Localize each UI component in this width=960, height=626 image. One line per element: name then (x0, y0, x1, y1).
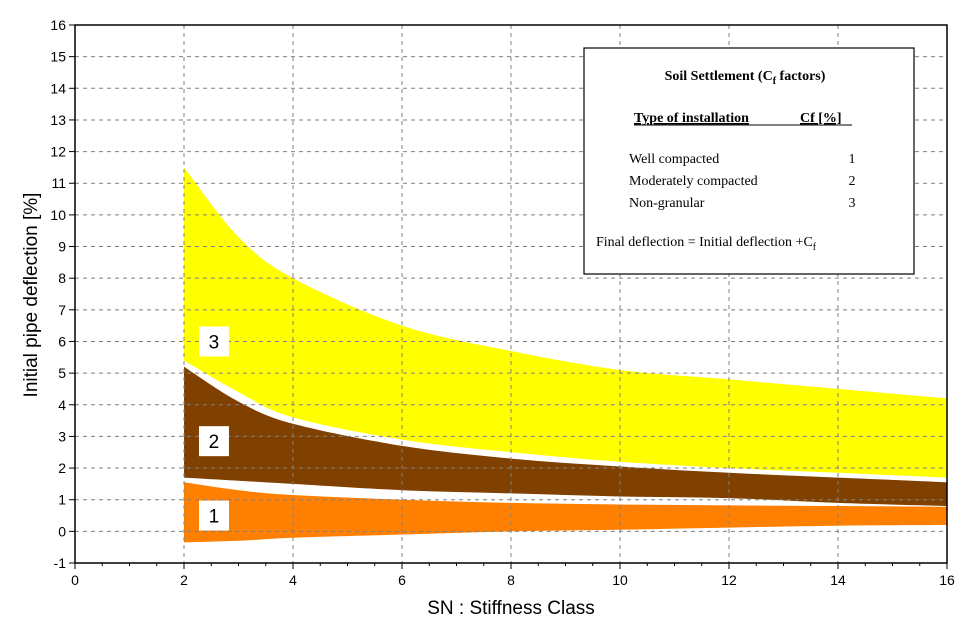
band-label-1: 1 (209, 507, 220, 528)
x-tick-label: 4 (289, 572, 297, 588)
y-tick-label: 16 (50, 17, 66, 33)
band-3 (184, 167, 947, 478)
legend-row-name: Moderately compacted (629, 174, 758, 189)
y-tick-label: 7 (58, 302, 66, 318)
y-axis-title: Initial pipe deflection [%] (21, 193, 42, 398)
y-tick-label: 13 (50, 112, 66, 128)
legend-row-name: Well compacted (629, 152, 719, 167)
y-tick-label: 10 (50, 207, 66, 223)
band-1 (184, 482, 947, 543)
legend-frame (583, 47, 915, 275)
band-labels-layer: 1 2 3 (198, 326, 229, 531)
y-tick-label: 6 (58, 333, 66, 349)
band-label-box-1 (198, 500, 229, 531)
legend-formula: Final deflection = Initial deflection +C… (596, 235, 817, 253)
legend-row-value: 3 (849, 196, 856, 211)
y-tick-label: 9 (58, 239, 66, 255)
y-tick-label: 5 (58, 365, 66, 381)
x-tick-label: 10 (612, 572, 628, 588)
band-label-2: 2 (209, 432, 220, 453)
band-label-box-3 (198, 326, 229, 357)
x-tick-label: 2 (180, 572, 188, 588)
y-tick-label: 3 (58, 428, 66, 444)
y-tick-label: 0 (58, 523, 66, 539)
legend-rows: Well compacted 1 Moderately compacted 2 Non-… (629, 152, 856, 211)
legend-row-value: 2 (849, 174, 856, 189)
y-tick-label: 2 (58, 460, 66, 476)
x-tick-label: 12 (721, 572, 737, 588)
y-tick-label: 12 (50, 144, 66, 160)
band-label-3: 3 (209, 332, 220, 353)
legend-title: Soil Settlement (Cf factors) (665, 69, 826, 87)
y-tick-label: 11 (51, 175, 66, 191)
y-tick-label: 15 (50, 49, 66, 65)
y-tick-label: 1 (58, 492, 66, 508)
legend-header-type: Type of installation (634, 111, 749, 126)
band-2 (184, 366, 947, 506)
legend-box: Soil Settlement (Cf factors) Type of ins… (583, 47, 915, 275)
y-tick-label: 8 (58, 270, 66, 286)
y-tick-label: 14 (50, 80, 66, 96)
legend-header-cf: Cf [%] (800, 111, 842, 126)
band-label-box-2 (198, 426, 229, 457)
bands-layer (184, 167, 947, 543)
x-tick-label: 8 (507, 572, 515, 588)
x-tick-label: 14 (830, 572, 846, 588)
legend-row-value: 1 (849, 152, 856, 167)
x-axis-title: SN : Stiffness Class (427, 598, 595, 619)
x-tick-label: 0 (71, 572, 79, 588)
y-tick-label: 4 (58, 397, 66, 413)
legend-row-name: Non-granular (629, 196, 705, 211)
x-tick-label: 6 (398, 572, 406, 588)
y-tick-label: -1 (54, 555, 67, 571)
x-tick-label: 16 (939, 572, 955, 588)
